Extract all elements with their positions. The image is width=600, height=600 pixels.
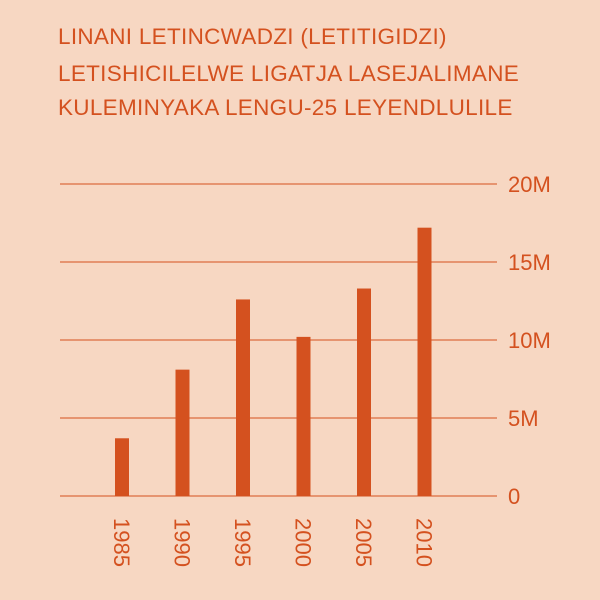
- y-tick-label-5: 5M: [508, 406, 539, 431]
- x-axis-ticks: 1985 1990 1995 2000 2005 2010: [109, 518, 437, 567]
- bar-1995: [236, 299, 250, 496]
- y-tick-label-10: 10M: [508, 328, 551, 353]
- bar-2010: [417, 227, 432, 496]
- x-tick-label-1985: 1985: [109, 518, 134, 567]
- x-tick-label-2005: 2005: [351, 518, 376, 567]
- x-tick-label-1990: 1990: [170, 518, 195, 567]
- bar-2000: [296, 336, 311, 496]
- y-axis-ticks: 0 5M 10M 15M 20M: [508, 172, 551, 509]
- bar-2005: [357, 288, 371, 496]
- chart-title-line-1: LINANI LETINCWADZI (LETITIGIDZI): [58, 24, 447, 49]
- bars: [115, 227, 432, 496]
- chart-title-line-2: LETISHICILELWE LIGATJA LASEJALIMANE: [58, 61, 520, 86]
- y-tick-label-15: 15M: [508, 250, 551, 275]
- x-tick-label-2000: 2000: [291, 518, 316, 567]
- x-tick-label-2010: 2010: [412, 518, 437, 567]
- bar-1990: [175, 369, 190, 496]
- x-tick-label-1995: 1995: [230, 518, 255, 567]
- y-tick-label-20: 20M: [508, 172, 551, 197]
- y-tick-label-0: 0: [508, 484, 520, 509]
- bar-1985: [115, 438, 129, 496]
- chart-title-line-3: KULEMINYAKA LENGU-25 LEYENDLULILE: [58, 95, 513, 120]
